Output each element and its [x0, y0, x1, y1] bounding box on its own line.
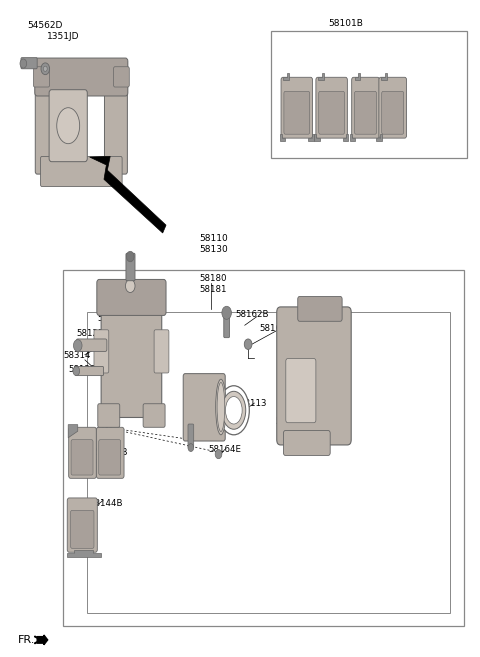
Text: 58125: 58125 — [76, 329, 104, 338]
Polygon shape — [280, 134, 285, 141]
FancyBboxPatch shape — [75, 367, 104, 376]
FancyBboxPatch shape — [105, 60, 127, 174]
Polygon shape — [381, 74, 386, 80]
FancyBboxPatch shape — [224, 310, 229, 338]
Bar — [87, 312, 450, 613]
Ellipse shape — [57, 108, 80, 144]
Text: 58164E: 58164E — [208, 445, 241, 454]
Circle shape — [20, 59, 27, 68]
FancyBboxPatch shape — [71, 510, 94, 549]
Circle shape — [126, 251, 134, 261]
FancyBboxPatch shape — [76, 339, 107, 351]
FancyBboxPatch shape — [34, 67, 49, 87]
FancyBboxPatch shape — [352, 78, 379, 138]
Text: 58144B: 58144B — [95, 448, 128, 457]
FancyBboxPatch shape — [188, 424, 194, 447]
Ellipse shape — [218, 386, 249, 435]
FancyBboxPatch shape — [319, 91, 345, 134]
Polygon shape — [314, 134, 320, 141]
Polygon shape — [68, 424, 78, 438]
FancyBboxPatch shape — [143, 404, 165, 427]
Circle shape — [188, 443, 194, 451]
Text: 58161B: 58161B — [184, 432, 217, 441]
FancyBboxPatch shape — [284, 91, 310, 134]
FancyBboxPatch shape — [35, 58, 128, 96]
Text: 58120: 58120 — [68, 365, 96, 374]
Ellipse shape — [222, 392, 246, 429]
Text: 58130: 58130 — [199, 245, 228, 254]
FancyBboxPatch shape — [69, 427, 96, 478]
FancyBboxPatch shape — [183, 374, 225, 441]
FancyBboxPatch shape — [298, 296, 342, 321]
Text: 58162B: 58162B — [235, 309, 269, 319]
Text: 58114A: 58114A — [276, 417, 309, 426]
Polygon shape — [318, 74, 324, 80]
FancyBboxPatch shape — [286, 359, 316, 422]
Bar — [271, 31, 467, 158]
FancyArrow shape — [37, 635, 48, 645]
FancyBboxPatch shape — [71, 440, 93, 475]
Polygon shape — [350, 134, 356, 141]
FancyBboxPatch shape — [96, 427, 124, 478]
Circle shape — [125, 279, 135, 292]
Text: 58112: 58112 — [189, 381, 216, 390]
Polygon shape — [308, 134, 314, 141]
Ellipse shape — [226, 397, 242, 424]
FancyBboxPatch shape — [40, 156, 122, 187]
Circle shape — [73, 367, 80, 376]
Text: 58144B: 58144B — [90, 499, 123, 509]
Text: 54562D: 54562D — [28, 21, 63, 30]
Polygon shape — [343, 134, 348, 141]
FancyBboxPatch shape — [379, 78, 407, 138]
Circle shape — [222, 306, 231, 319]
FancyBboxPatch shape — [126, 253, 135, 281]
FancyBboxPatch shape — [98, 404, 120, 427]
FancyBboxPatch shape — [49, 90, 87, 162]
Circle shape — [43, 66, 47, 72]
Polygon shape — [376, 134, 382, 141]
FancyBboxPatch shape — [67, 498, 97, 553]
Text: 58110: 58110 — [199, 234, 228, 242]
FancyBboxPatch shape — [94, 330, 109, 373]
FancyBboxPatch shape — [35, 60, 57, 174]
Text: 58163B: 58163B — [98, 314, 132, 323]
FancyBboxPatch shape — [114, 67, 129, 87]
Text: 58180: 58180 — [199, 274, 227, 283]
FancyBboxPatch shape — [316, 78, 348, 138]
Circle shape — [73, 340, 82, 351]
FancyBboxPatch shape — [281, 78, 312, 138]
Circle shape — [244, 339, 252, 350]
Ellipse shape — [216, 379, 226, 435]
Text: FR.: FR. — [18, 635, 36, 645]
Polygon shape — [90, 156, 166, 233]
Text: 58181: 58181 — [199, 285, 227, 294]
FancyBboxPatch shape — [21, 58, 37, 69]
Text: 58164E: 58164E — [259, 324, 292, 333]
Text: 58113: 58113 — [239, 399, 266, 407]
Circle shape — [41, 63, 49, 75]
Text: 1351JD: 1351JD — [47, 32, 79, 41]
FancyBboxPatch shape — [283, 430, 330, 455]
FancyBboxPatch shape — [277, 307, 351, 445]
Bar — [63, 269, 464, 626]
FancyBboxPatch shape — [97, 279, 166, 315]
Polygon shape — [283, 74, 288, 80]
FancyBboxPatch shape — [382, 91, 404, 134]
Circle shape — [215, 449, 222, 459]
FancyBboxPatch shape — [99, 440, 120, 475]
Polygon shape — [355, 74, 360, 80]
FancyBboxPatch shape — [355, 91, 376, 134]
Ellipse shape — [217, 382, 225, 432]
Polygon shape — [67, 550, 101, 558]
Text: 58314: 58314 — [63, 351, 91, 361]
FancyBboxPatch shape — [101, 295, 162, 417]
FancyBboxPatch shape — [154, 330, 169, 373]
Text: 58101B: 58101B — [328, 19, 363, 28]
